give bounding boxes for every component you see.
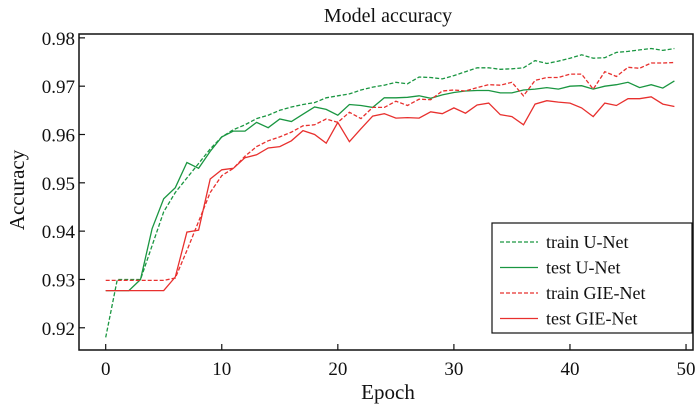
- y-tick-label: 0.97: [42, 77, 75, 98]
- y-axis-label: Accuracy: [5, 149, 29, 230]
- y-tick-label: 0.92: [42, 319, 75, 340]
- legend-label: test U-Net: [546, 258, 620, 278]
- x-tick-label: 30: [444, 359, 463, 380]
- x-tick-label: 20: [328, 359, 347, 380]
- x-tick-label: 10: [212, 359, 231, 380]
- y-tick-label: 0.96: [42, 126, 75, 147]
- series-line-test-gie-net: [105, 96, 675, 292]
- y-tick-label: 0.95: [42, 174, 75, 195]
- y-tick-label: 0.93: [42, 270, 75, 291]
- x-tick-label: 50: [677, 359, 696, 380]
- series-line-test-u-net: [105, 80, 675, 292]
- x-tick-label: 0: [101, 359, 111, 380]
- series-line-train-u-net: [105, 47, 675, 338]
- plot-frame: [78, 33, 694, 351]
- legend-label: train GIE-Net: [546, 283, 645, 303]
- chart-title: Model accuracy: [324, 5, 452, 27]
- legend-label: train U-Net: [546, 232, 628, 252]
- legend-box: [491, 222, 693, 334]
- x-tick-label: 40: [560, 359, 579, 380]
- series-line-train-gie-net: [105, 61, 675, 282]
- legend: train U-Net test U-Net train GIE-Net test G…: [491, 222, 693, 334]
- legend-label: test GIE-Net: [546, 309, 637, 329]
- y-tick-label: 0.94: [42, 222, 76, 243]
- x-axis-label: Epoch: [361, 380, 415, 404]
- y-tick-label: 0.98: [42, 29, 75, 50]
